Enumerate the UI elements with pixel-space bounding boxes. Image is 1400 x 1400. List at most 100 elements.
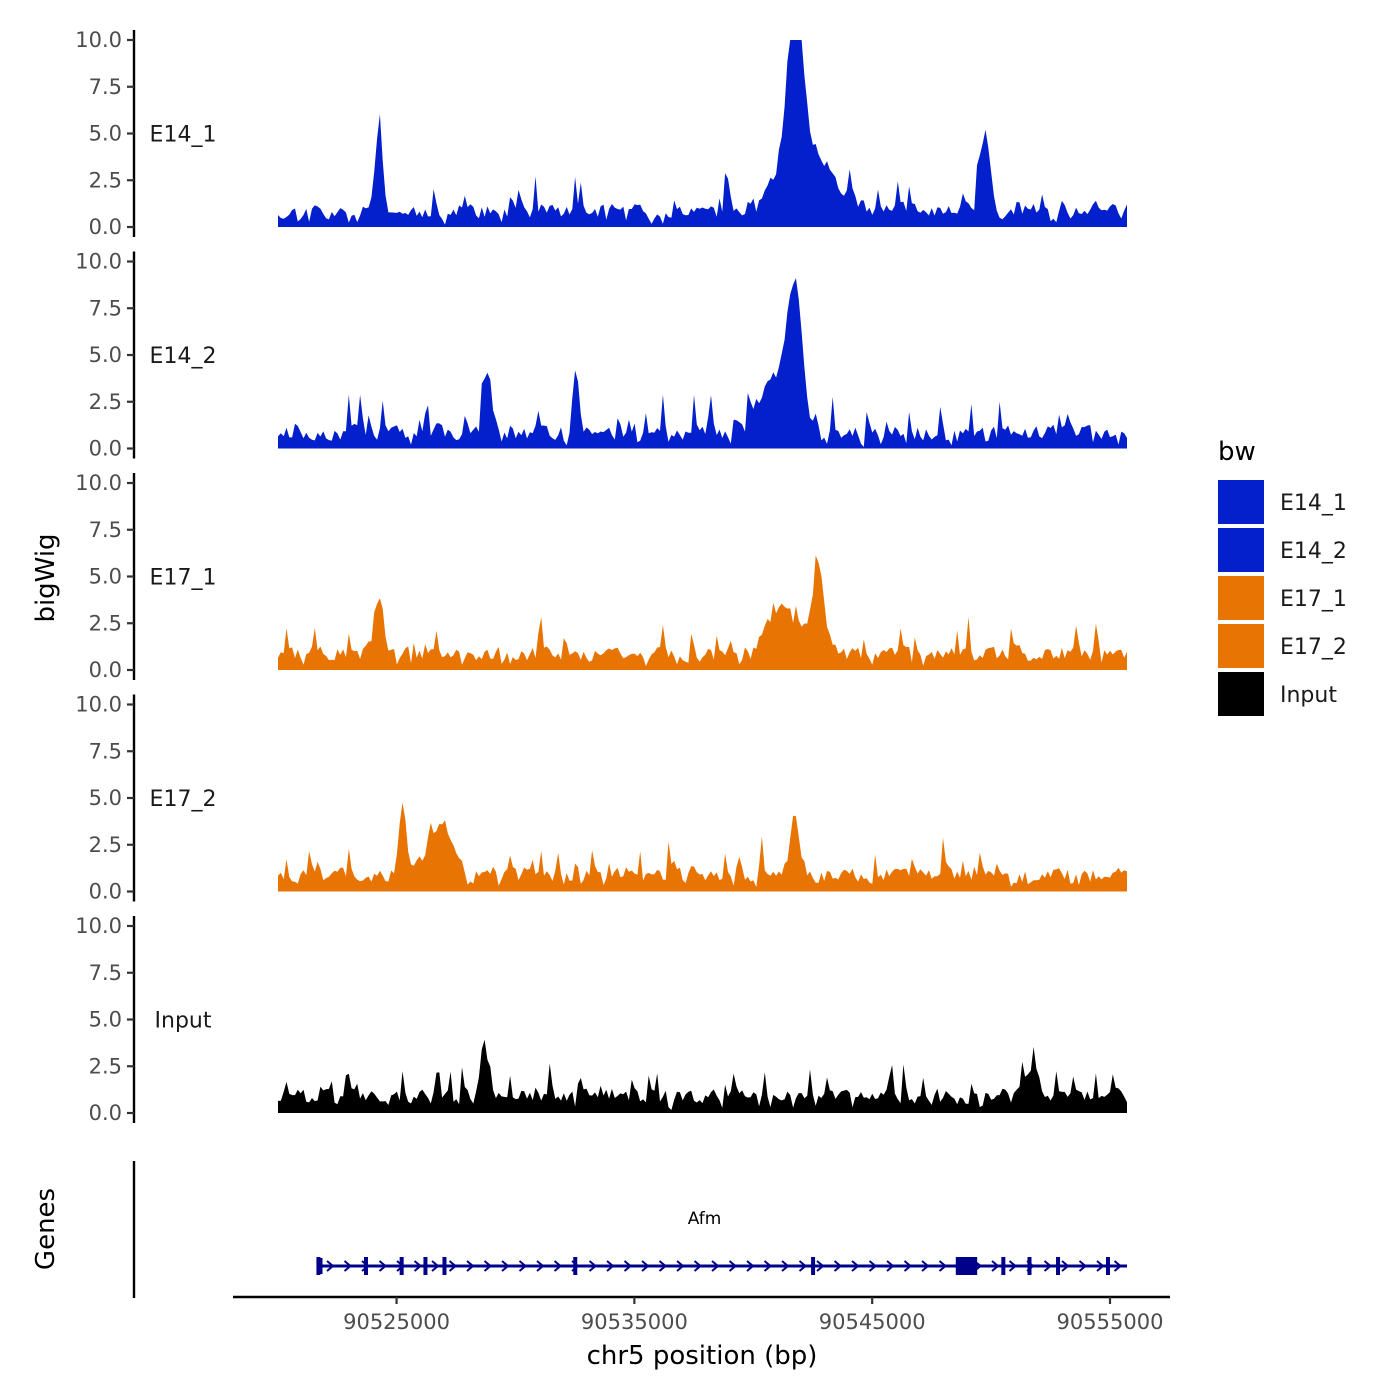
y-tick-label: 7.5	[89, 296, 122, 320]
y-tick-label: 10.0	[75, 250, 122, 274]
exon-mark	[316, 1257, 321, 1275]
strand-arrow	[518, 1260, 528, 1272]
strand-arrow	[938, 1260, 948, 1272]
x-axis: 90525000 90535000 90545000 90555000	[233, 1295, 1170, 1334]
y-tick-label: 0.0	[89, 1101, 122, 1125]
strand-arrow	[588, 1260, 598, 1272]
strand-arrow	[798, 1260, 808, 1272]
legend-label-E17_1: E17_1	[1280, 587, 1347, 612]
strand-arrow	[1096, 1260, 1105, 1272]
large-exon	[955, 1257, 978, 1275]
x-tick-label: 90555000	[1057, 1310, 1164, 1334]
strand-arrow	[658, 1260, 668, 1272]
strand-arrow	[483, 1260, 493, 1272]
legend-label-Input: Input	[1280, 683, 1337, 708]
track-E14_1: 0.0 2.5 5.0 7.5 10.0 E14_1	[75, 28, 1127, 239]
y-tick-label: 2.5	[89, 833, 122, 857]
legend-label-E17_2: E17_2	[1280, 635, 1347, 660]
coverage-area-E17_2	[278, 802, 1127, 892]
exon-mark	[1105, 1257, 1110, 1275]
y-tick-label: 5.0	[89, 565, 122, 589]
coverage-area-E14_1	[278, 40, 1127, 227]
y-tick-label: 2.5	[89, 390, 122, 414]
strand-arrow	[413, 1260, 423, 1272]
exon-mark	[399, 1257, 404, 1275]
track-label: E17_2	[150, 787, 217, 812]
y-tick-label: 0.0	[89, 880, 122, 904]
legend-swatch-E17_1	[1218, 576, 1264, 620]
x-tick-label: 90545000	[819, 1310, 926, 1334]
y-tick-label: 5.0	[89, 1008, 122, 1032]
genes-axis-title: Genes	[31, 1188, 61, 1270]
y-tick-label: 5.0	[89, 343, 122, 367]
strand-arrow	[1043, 1260, 1053, 1272]
strand-arrow	[606, 1260, 615, 1272]
strand-arrow	[343, 1260, 353, 1272]
y-tick-label: 2.5	[89, 168, 122, 192]
y-tick-label: 7.5	[89, 75, 122, 99]
coverage-area-Input	[278, 1039, 1127, 1113]
y-axis-title: bigWig	[31, 533, 61, 622]
y-tick-label: 7.5	[89, 961, 122, 985]
coverage-tracks: 0.0 2.5 5.0 7.5 10.0 E14_1 0.0 2.5 5.0 7.5 10.0 E14…	[75, 28, 1127, 1125]
strand-arrow	[781, 1260, 790, 1272]
track-label: E17_1	[150, 566, 217, 591]
strand-arrow	[886, 1260, 895, 1272]
y-tick-label: 0.0	[89, 215, 122, 239]
strand-arrow	[903, 1260, 913, 1272]
y-tick-label: 7.5	[89, 518, 122, 542]
strand-arrow	[1078, 1260, 1088, 1272]
gene-track: Afm	[132, 1161, 1127, 1298]
strand-arrow	[728, 1260, 738, 1272]
legend-title: bw	[1218, 437, 1256, 467]
legend: bw E14_1 E14_2 E17_1 E17_2 Input	[1218, 437, 1347, 716]
coverage-area-E14_2	[278, 278, 1127, 449]
exon-mark	[442, 1257, 447, 1275]
strand-arrow	[1113, 1260, 1123, 1272]
track-E14_2: 0.0 2.5 5.0 7.5 10.0 E14_2	[75, 250, 1127, 461]
strand-arrow	[623, 1260, 633, 1272]
strand-arrow	[536, 1260, 545, 1272]
y-tick-label: 10.0	[75, 693, 122, 717]
exon-mark	[423, 1257, 428, 1275]
strand-arrow	[1008, 1260, 1018, 1272]
legend-label-E14_2: E14_2	[1280, 539, 1347, 564]
strand-arrow	[868, 1260, 878, 1272]
track-label: Input	[155, 1009, 212, 1034]
strand-arrow	[448, 1260, 458, 1272]
y-tick-label: 0.0	[89, 437, 122, 461]
strand-arrow	[711, 1260, 720, 1272]
exon-mark	[573, 1257, 578, 1275]
legend-swatch-E17_2	[1218, 624, 1264, 668]
y-tick-label: 7.5	[89, 739, 122, 763]
strand-arrow	[763, 1260, 773, 1272]
strand-arrow	[431, 1260, 440, 1272]
track-label: E14_2	[150, 344, 217, 369]
legend-swatch-E14_1	[1218, 480, 1264, 524]
strand-arrow	[921, 1260, 930, 1272]
exon-mark	[1001, 1257, 1006, 1275]
x-tick-label: 90525000	[343, 1310, 450, 1334]
strand-arrow	[1061, 1260, 1070, 1272]
strand-arrow	[816, 1260, 825, 1272]
strand-arrow	[326, 1260, 335, 1272]
y-tick-label: 10.0	[75, 914, 122, 938]
track-E17_1: 0.0 2.5 5.0 7.5 10.0 E17_1	[75, 471, 1127, 682]
legend-swatch-E14_2	[1218, 528, 1264, 572]
x-axis-title: chr5 position (bp)	[587, 1341, 818, 1371]
track-Input: 0.0 2.5 5.0 7.5 10.0 Input	[75, 914, 1127, 1125]
y-tick-label: 10.0	[75, 471, 122, 495]
y-tick-label: 5.0	[89, 122, 122, 146]
gene-name-label: Afm	[688, 1209, 722, 1229]
legend-swatch-Input	[1218, 672, 1264, 716]
strand-arrow	[641, 1260, 650, 1272]
strand-arrow	[693, 1260, 703, 1272]
y-tick-label: 5.0	[89, 786, 122, 810]
strand-arrow	[378, 1260, 388, 1272]
strand-arrow	[676, 1260, 685, 1272]
strand-arrow	[501, 1260, 510, 1272]
exon-mark	[1056, 1257, 1061, 1275]
strand-arrow	[746, 1260, 755, 1272]
track-label: E14_1	[150, 123, 217, 148]
